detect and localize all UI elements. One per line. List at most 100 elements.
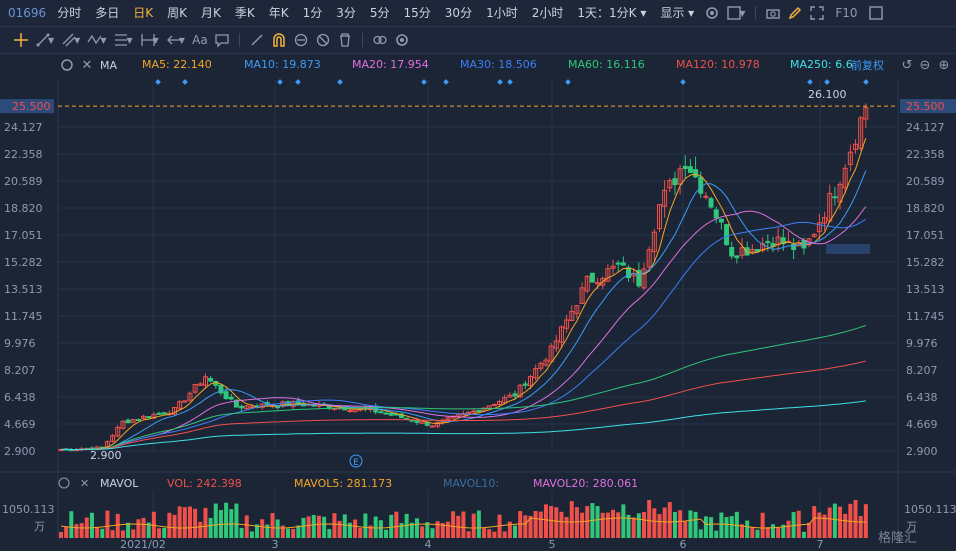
period-dropdown[interactable]: 1天：1分K ▾ xyxy=(577,6,647,20)
chevron-down-icon[interactable]: ▼ xyxy=(74,35,81,45)
vol-close-icon[interactable]: ✕ xyxy=(80,477,89,490)
minus-icon[interactable]: ⊖ xyxy=(919,57,931,73)
news-marker-icon[interactable] xyxy=(277,79,283,85)
news-marker-icon[interactable] xyxy=(421,79,427,85)
news-marker-icon[interactable] xyxy=(155,79,161,85)
candle-body xyxy=(130,419,136,423)
volume-bar xyxy=(59,531,63,538)
ma-indicator-value: MA5: 22.140 xyxy=(142,58,212,71)
y-axis-right-label: 9.976 xyxy=(906,337,938,350)
volume-bar xyxy=(569,501,574,538)
news-marker-icon[interactable] xyxy=(565,79,571,85)
news-marker-icon[interactable] xyxy=(182,79,188,85)
period-tab[interactable]: 月K xyxy=(200,6,221,20)
grid-tool-icon[interactable] xyxy=(110,29,132,51)
lock-icon[interactable] xyxy=(290,29,312,51)
current-price-right: 25.500 xyxy=(906,100,945,113)
period-tab[interactable]: 日K xyxy=(133,6,154,20)
undo-icon[interactable]: ↺ xyxy=(901,57,913,73)
period-tab[interactable]: 周K xyxy=(167,6,187,20)
wave-tool-icon[interactable] xyxy=(84,29,106,51)
gear-icon[interactable] xyxy=(701,2,723,24)
ruler-icon[interactable] xyxy=(246,29,268,51)
volume-bar xyxy=(471,513,476,538)
chevron-down-icon[interactable]: ▼ xyxy=(739,8,746,18)
candle-body xyxy=(687,166,693,173)
arrow-tool-icon[interactable] xyxy=(163,29,185,51)
news-marker-icon[interactable] xyxy=(863,79,869,85)
news-marker-icon[interactable] xyxy=(337,79,343,85)
chevron-down-icon[interactable]: ▼ xyxy=(152,35,159,45)
news-marker-icon[interactable] xyxy=(497,79,503,85)
period-tab[interactable]: 年K xyxy=(268,6,289,20)
period-tab[interactable]: 1分 xyxy=(302,6,323,20)
period-tab[interactable]: 2小时 xyxy=(531,6,564,20)
crosshair-icon[interactable] xyxy=(10,29,32,51)
news-marker-icon[interactable] xyxy=(507,79,513,85)
x-axis-label: 3 xyxy=(272,538,279,551)
period-tab[interactable]: 30分 xyxy=(444,6,473,20)
volume-bar xyxy=(120,530,125,538)
compare-icon[interactable] xyxy=(369,29,391,51)
indicator-settings-icon[interactable] xyxy=(56,54,78,76)
chevron-down-icon[interactable]: ▼ xyxy=(100,35,107,45)
chevron-down-icon[interactable]: ▼ xyxy=(48,35,55,45)
period-tab[interactable]: 15分 xyxy=(403,6,431,20)
chevron-down-icon[interactable]: ▼ xyxy=(126,35,133,45)
mavol5-line xyxy=(60,517,866,529)
candle-body xyxy=(780,237,786,245)
news-marker-icon[interactable] xyxy=(680,79,686,85)
period-tab[interactable]: 1小时 xyxy=(486,6,518,20)
period-dropdown-label: 1天：1分K xyxy=(577,6,637,20)
close-icon[interactable]: ✕ xyxy=(81,57,93,73)
candle-body xyxy=(445,417,451,421)
period-tab[interactable]: 分时 xyxy=(57,6,82,20)
volume-bar xyxy=(693,511,698,538)
magnet-icon[interactable] xyxy=(268,29,290,51)
adjust-mode[interactable]: 前复权 xyxy=(851,59,884,72)
comment-icon[interactable] xyxy=(211,29,233,51)
news-marker-icon[interactable] xyxy=(295,79,301,85)
volume-bar xyxy=(353,519,358,538)
candle-body xyxy=(636,269,642,287)
volume-bar xyxy=(683,521,688,538)
trash-icon[interactable] xyxy=(334,29,356,51)
text-tool-icon[interactable]: Aa xyxy=(192,33,208,47)
line-tool-icon[interactable] xyxy=(32,29,54,51)
pencil-icon[interactable] xyxy=(784,2,806,24)
window-icon[interactable] xyxy=(865,2,887,24)
event-marker-icon[interactable] xyxy=(349,454,363,468)
news-marker-icon[interactable] xyxy=(443,79,449,85)
y-axis-left-label: 20.589 xyxy=(4,175,43,188)
volume-bar xyxy=(564,516,569,538)
range-tool-icon[interactable] xyxy=(137,29,159,51)
settings-icon[interactable] xyxy=(391,29,413,51)
f10-button[interactable]: F10 xyxy=(835,6,858,20)
volume-bar xyxy=(146,522,151,538)
volume-bar xyxy=(843,513,848,538)
period-tab[interactable]: 多日 xyxy=(95,6,120,20)
vol-settings-icon[interactable] xyxy=(58,477,70,489)
watermark: 格隆汇 xyxy=(878,530,917,546)
volume-bar xyxy=(327,529,332,538)
camera-icon[interactable] xyxy=(762,2,784,24)
volume-bar xyxy=(265,524,270,538)
news-marker-icon[interactable] xyxy=(807,79,813,85)
plus-icon[interactable]: ⊕ xyxy=(938,57,950,73)
chevron-down-icon[interactable]: ▼ xyxy=(178,35,185,45)
display-menu[interactable]: 显示 ▾ xyxy=(660,6,695,20)
hide-icon[interactable] xyxy=(312,29,334,51)
checkbox-icon[interactable] xyxy=(723,2,745,24)
candle-body xyxy=(404,417,410,420)
news-marker-icon[interactable] xyxy=(824,79,830,85)
fullscreen-icon[interactable] xyxy=(806,2,828,24)
volume-bar xyxy=(115,513,120,538)
candle-body xyxy=(192,383,198,393)
volume-bar xyxy=(487,529,492,538)
candle-body xyxy=(141,415,147,420)
channel-tool-icon[interactable] xyxy=(58,29,80,51)
period-tab[interactable]: 3分 xyxy=(336,6,356,20)
period-tab[interactable]: 季K xyxy=(234,6,255,20)
period-tab[interactable]: 5分 xyxy=(369,6,390,20)
